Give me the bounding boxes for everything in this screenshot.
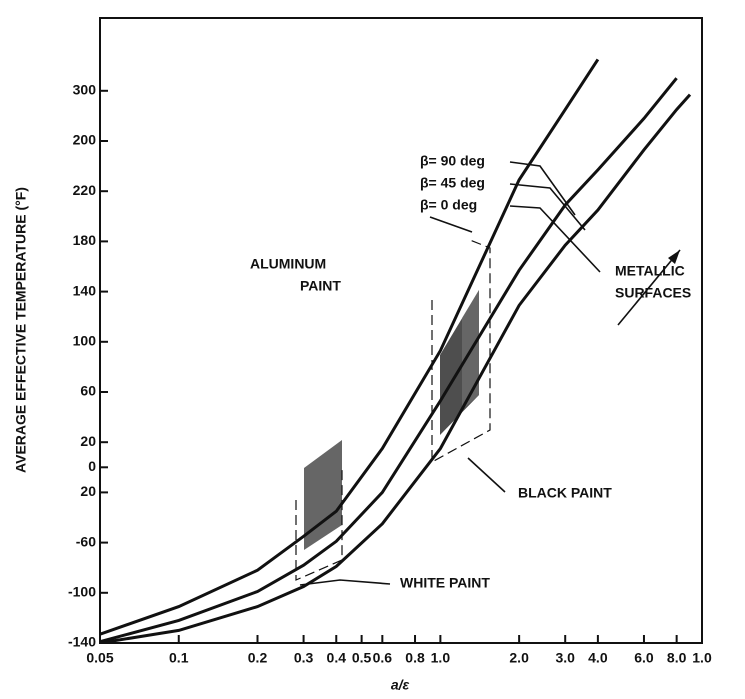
x-tick-label: 1.0: [431, 650, 451, 666]
arrow-metallic: [617, 249, 681, 326]
y-tick-label: 100: [73, 332, 97, 348]
x-tick-label: 0.6: [373, 650, 393, 666]
y-tick-label: 200: [73, 132, 97, 148]
black-paint-bracket: [431, 239, 491, 464]
metallic-label: METALLIC: [615, 263, 685, 279]
leader-aluminum: [429, 216, 473, 233]
y-tick-label: -140: [68, 634, 96, 650]
series-line: [100, 58, 600, 636]
x-axis-label: a/ε: [391, 677, 410, 693]
x-tick-label: 0.4: [327, 650, 347, 666]
y-tick-label: 0: [88, 458, 96, 474]
x-tick-label: 0.1: [169, 650, 189, 666]
aluminum-label: ALUMINUM: [250, 256, 326, 272]
leader-white: [299, 579, 391, 586]
x-tick-label: 0.05: [86, 650, 113, 666]
x-tick-label: 8.0: [667, 650, 687, 666]
white-paint-label: WHITE PAINT: [400, 575, 490, 591]
leader-0: [509, 205, 601, 273]
arrow-head: [668, 250, 680, 264]
label-beta-90: β= 90 deg: [420, 153, 485, 169]
black-paint-label: BLACK PAINT: [518, 485, 612, 501]
y-tick-label: 20: [80, 433, 96, 449]
x-tick-label: 0.5: [352, 650, 372, 666]
y-tick-label: 140: [73, 282, 97, 298]
y-tick-label: -100: [68, 584, 96, 600]
y-tick-label: 20: [80, 483, 96, 499]
series-line: [100, 77, 678, 643]
lines: [100, 58, 692, 643]
x-tick-label: 3.0: [555, 650, 575, 666]
y-tick-label: 60: [80, 383, 96, 399]
x-tick-label: 2.0: [509, 650, 529, 666]
plot-frame: [99, 17, 703, 644]
label-beta-0: β= 0 deg: [420, 197, 477, 213]
label-beta-45: β= 45 deg: [420, 175, 485, 191]
y-tick-label: 220: [73, 182, 97, 198]
leader-90: [509, 161, 576, 216]
y-axis-label: AVERAGE EFFECTIVE TEMPERATURE (°F): [13, 187, 29, 473]
x-tick-label: 0.2: [248, 650, 268, 666]
white-paint-bracket: [295, 470, 343, 581]
y-tick-label: 300: [73, 81, 97, 97]
metallic-label: SURFACES: [615, 285, 691, 301]
y-tick-label: 180: [73, 232, 97, 248]
y-tick-label: -60: [76, 533, 96, 549]
leader-45: [509, 183, 586, 231]
leader-black: [467, 457, 506, 493]
x-tick-label: 1.0: [692, 650, 712, 666]
series-line: [100, 93, 692, 643]
white-paint-region: [304, 440, 342, 550]
x-tick-label: 6.0: [634, 650, 654, 666]
x-tick-label: 4.0: [588, 650, 608, 666]
x-tick-label: 0.8: [405, 650, 425, 666]
aluminum-label: PAINT: [300, 278, 341, 294]
x-tick-label: 0.3: [294, 650, 314, 666]
